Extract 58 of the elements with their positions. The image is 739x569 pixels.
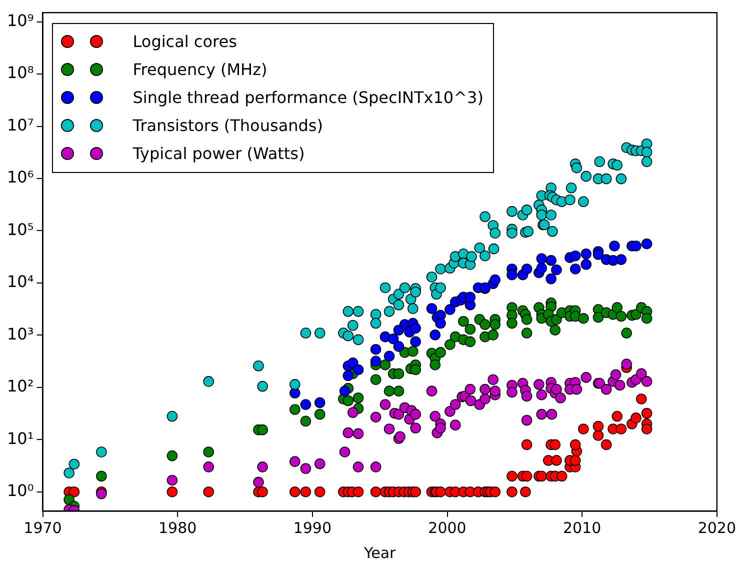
point xyxy=(521,264,532,274)
legend-label: Typical power (Watts) xyxy=(132,144,305,164)
point xyxy=(551,264,562,276)
point xyxy=(536,262,548,274)
y-tick-label: 10⁰ xyxy=(6,481,34,500)
x-tick-label: 1980 xyxy=(158,518,197,537)
y-tick-label: 10⁴ xyxy=(6,272,34,292)
point xyxy=(352,364,364,376)
x-axis-title: Year xyxy=(362,544,397,562)
point xyxy=(347,358,358,368)
y-tick-label: 10¹ xyxy=(6,428,34,448)
point xyxy=(616,254,627,265)
x-tick-label: 2020 xyxy=(698,518,736,537)
point xyxy=(435,318,446,329)
point xyxy=(290,388,300,398)
point xyxy=(592,249,604,260)
point xyxy=(464,292,476,303)
point xyxy=(370,344,382,355)
x-tick-label: 2010 xyxy=(562,518,602,537)
legend-label: Frequency (MHz) xyxy=(132,60,268,80)
y-tick-label: 10² xyxy=(6,376,34,396)
point xyxy=(546,273,556,284)
y-tick-label: 10³ xyxy=(6,324,34,344)
y-tick-label: 10⁸ xyxy=(6,63,34,82)
point xyxy=(370,356,382,367)
y-tick-label: 10⁷ xyxy=(6,115,34,134)
point xyxy=(546,255,556,266)
y-tick-label: 10⁶ xyxy=(6,168,34,187)
point xyxy=(570,250,581,262)
y-tick-label: 10⁹ xyxy=(6,10,34,30)
point xyxy=(580,248,592,260)
point xyxy=(490,274,501,286)
point xyxy=(393,341,404,352)
y-tick-label: 10⁵ xyxy=(6,220,34,239)
point xyxy=(570,264,581,274)
point xyxy=(314,397,326,408)
point xyxy=(506,269,518,280)
point xyxy=(388,333,399,344)
x-tick-label: 1970 xyxy=(24,518,62,537)
point xyxy=(410,336,421,348)
point xyxy=(430,330,441,340)
point xyxy=(410,322,421,334)
legend-label: Logical cores xyxy=(132,32,237,52)
point xyxy=(384,350,395,362)
point xyxy=(630,240,642,252)
point xyxy=(444,304,456,315)
legend-label: Transistors (Thousands) xyxy=(132,116,323,136)
point xyxy=(580,259,592,270)
point xyxy=(641,238,652,250)
point xyxy=(609,240,620,252)
x-tick-label: 2000 xyxy=(428,518,466,537)
point xyxy=(300,399,312,410)
point xyxy=(536,253,548,264)
point xyxy=(426,303,438,314)
point xyxy=(342,370,354,382)
x-tick-label: 1990 xyxy=(293,518,332,537)
point xyxy=(339,386,350,396)
legend-label: Single thread performance (SpecINTx10^3) xyxy=(132,88,484,108)
